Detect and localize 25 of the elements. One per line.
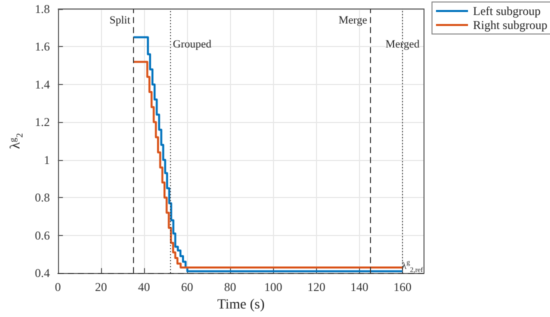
x-tick-label: 80 <box>224 280 236 294</box>
y-tick-label: 0.4 <box>34 266 50 280</box>
y-tick-label: 0.8 <box>34 190 50 205</box>
x-tick-label: 20 <box>94 280 107 294</box>
ref-line-label: Merge <box>338 14 368 26</box>
y-tick-label: 1.8 <box>34 2 50 16</box>
ref-line-label: Merged <box>385 38 420 50</box>
x-tick-label: 120 <box>307 280 326 294</box>
legend-label: Right subgroup <box>473 18 548 32</box>
y-tick-label: 0.6 <box>34 228 50 242</box>
y-tick-label: 1.2 <box>34 115 50 130</box>
ref-line-label: Grouped <box>172 38 212 50</box>
x-axis-title: Time (s) <box>217 298 265 312</box>
x-tick-label: 40 <box>138 280 150 294</box>
legend-label: Left subgroup <box>473 4 541 18</box>
x-tick-label: 140 <box>350 280 368 294</box>
y-axis-title: λg2 <box>8 132 24 149</box>
y-tick-label: 1.6 <box>34 40 50 54</box>
x-tick-label: 160 <box>393 280 412 294</box>
y-tick-label: 1.4 <box>34 77 50 92</box>
x-tick-label: 60 <box>181 280 194 294</box>
x-tick-label: 0 <box>54 280 61 294</box>
x-tick-label: 100 <box>264 280 282 294</box>
y-tick-label: 1 <box>44 152 50 167</box>
ref-line-label: Split <box>109 14 130 26</box>
